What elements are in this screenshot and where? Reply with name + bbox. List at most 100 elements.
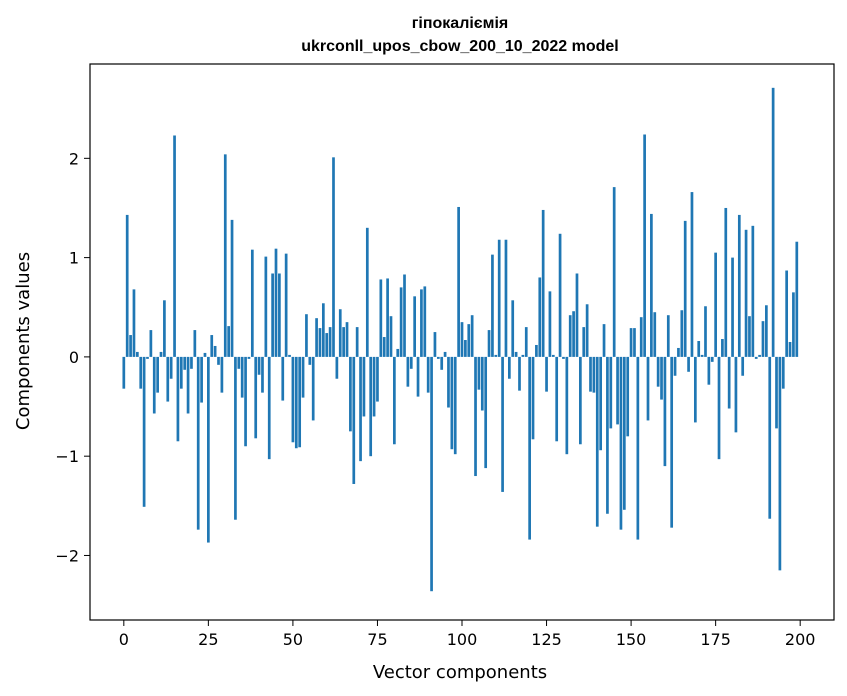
bar-69 <box>355 327 359 357</box>
bar-27 <box>213 345 217 357</box>
bar-154 <box>643 134 646 357</box>
bar-136 <box>582 327 586 357</box>
bar-140 <box>595 356 599 527</box>
chart-subtitle: ukrconll_upos_cbow_200_10_2022 model <box>301 38 618 55</box>
bar-63 <box>335 356 339 379</box>
bar-50 <box>291 356 295 443</box>
bar-162 <box>670 356 674 528</box>
bar-186 <box>751 225 755 357</box>
bar-190 <box>765 305 768 357</box>
bar-81 <box>396 348 400 357</box>
bar-122 <box>535 344 538 357</box>
bar-13 <box>166 356 170 402</box>
bar-194 <box>778 356 782 571</box>
bar-142 <box>602 324 606 357</box>
x-tick-label: 50 <box>283 630 303 649</box>
bar-38 <box>250 249 254 357</box>
bar-171 <box>700 354 704 357</box>
bar-141 <box>599 356 603 451</box>
bar-22 <box>196 356 200 530</box>
bar-56 <box>311 356 315 421</box>
bar-104 <box>474 356 477 477</box>
chart-title: гіпокаліємія <box>412 15 509 32</box>
bar-51 <box>294 356 298 449</box>
y-tick-label: −1 <box>55 447 79 466</box>
x-tick-label: 175 <box>700 630 731 649</box>
bar-188 <box>758 354 761 357</box>
bar-33 <box>234 356 237 520</box>
bar-176 <box>717 356 721 460</box>
bar-145 <box>612 187 616 357</box>
bar-191 <box>768 356 772 519</box>
bar-70 <box>359 356 362 462</box>
x-tick-label: 0 <box>119 630 129 649</box>
bar-79 <box>389 316 393 357</box>
bar-87 <box>416 356 420 397</box>
bar-7 <box>146 356 149 359</box>
bar-45 <box>274 248 278 357</box>
bar-118 <box>521 354 525 357</box>
bar-165 <box>680 310 684 357</box>
bar-134 <box>575 273 579 357</box>
x-axis-ticks: 0 25 50 75 100 125 150 175 200 <box>119 620 815 649</box>
bar-144 <box>609 356 613 429</box>
bar-47 <box>281 356 285 401</box>
bar-44 <box>271 273 274 357</box>
bar-34 <box>237 356 241 369</box>
bar-26 <box>210 335 214 357</box>
bar-41 <box>261 356 264 393</box>
bar-123 <box>538 277 542 357</box>
bar-84 <box>406 356 410 387</box>
x-tick-label: 100 <box>447 630 478 649</box>
bar-29 <box>220 356 224 393</box>
bar-151 <box>633 328 636 357</box>
bar-157 <box>653 312 657 357</box>
bar-189 <box>761 321 765 357</box>
bar-10 <box>156 356 159 393</box>
bar-75 <box>376 356 379 402</box>
bar-106 <box>480 356 484 411</box>
bar-173 <box>707 356 711 385</box>
bar-116 <box>514 351 518 357</box>
y-axis-ticks: −2 −1 0 1 2 <box>55 149 90 565</box>
bar-52 <box>298 356 302 448</box>
bar-92 <box>433 332 437 357</box>
bar-71 <box>362 356 366 417</box>
bar-53 <box>301 356 305 398</box>
bar-46 <box>278 273 281 357</box>
bar-64 <box>338 309 342 357</box>
bar-147 <box>619 356 623 530</box>
bar-169 <box>693 356 697 423</box>
bar-78 <box>386 278 389 357</box>
bar-95 <box>443 351 447 357</box>
bar-88 <box>420 289 423 357</box>
bar-2 <box>129 335 132 357</box>
bar-85 <box>409 356 413 369</box>
bar-66 <box>345 322 349 357</box>
bar-114 <box>507 356 511 379</box>
bar-65 <box>342 327 345 357</box>
bar-98 <box>453 356 457 455</box>
bar-73 <box>369 356 373 457</box>
bar-55 <box>308 356 312 365</box>
bar-111 <box>497 239 501 357</box>
y-tick-label: −2 <box>55 546 79 565</box>
bar-25 <box>207 356 210 543</box>
bar-197 <box>788 342 792 357</box>
bar-8 <box>149 330 153 357</box>
bar-100 <box>460 322 464 357</box>
bar-107 <box>484 356 488 469</box>
bar-112 <box>501 356 504 492</box>
bar-131 <box>565 356 569 455</box>
bar-49 <box>288 354 291 357</box>
bar-102 <box>467 324 471 357</box>
bar-184 <box>744 229 748 357</box>
bar-82 <box>399 287 403 357</box>
bar-115 <box>511 300 515 357</box>
bar-167 <box>687 356 690 372</box>
bar-37 <box>247 356 251 359</box>
bar-183 <box>741 356 745 376</box>
bar-1 <box>125 214 129 357</box>
bar-60 <box>325 333 329 357</box>
bar-195 <box>781 356 785 389</box>
